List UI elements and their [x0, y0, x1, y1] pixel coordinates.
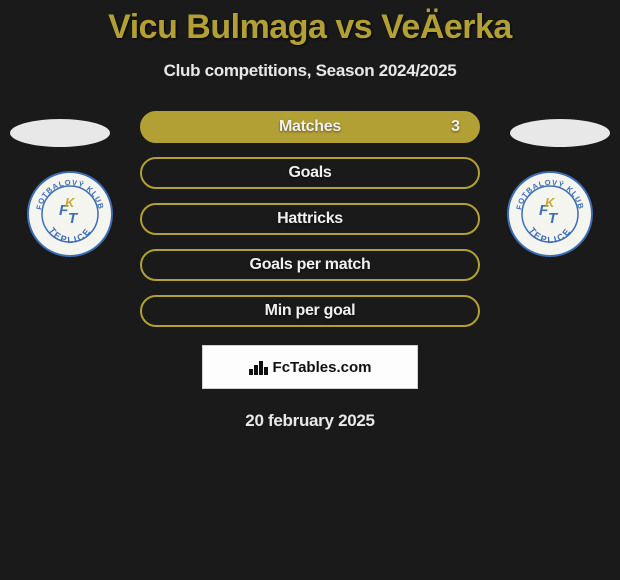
stat-row-matches: Matches 3 [140, 111, 480, 143]
stat-row-hattricks: Hattricks [140, 203, 480, 235]
svg-text:K: K [545, 195, 556, 210]
stat-label: Min per goal [265, 302, 356, 320]
brand-label: FcTables.com [249, 359, 372, 376]
stat-label: Goals per match [250, 256, 371, 274]
comparison-area: FOTBALOVÝ KLUB TEPLICE F T K FOTBALOVÝ K… [0, 111, 620, 431]
stats-rows: Matches 3 Goals Hattricks Goals per matc… [140, 111, 480, 327]
stat-row-goals-per-match: Goals per match [140, 249, 480, 281]
svg-text:K: K [65, 195, 76, 210]
page-subtitle: Club competitions, Season 2024/2025 [0, 61, 620, 81]
page-title: Vicu Bulmaga vs VeÄerka [0, 0, 620, 47]
teplice-badge-icon: FOTBALOVÝ KLUB TEPLICE F T K [507, 171, 593, 257]
stat-label: Hattricks [277, 210, 343, 228]
bars-icon [249, 359, 269, 375]
club-badge-left: FOTBALOVÝ KLUB TEPLICE F T K [27, 171, 113, 257]
stat-label: Goals [289, 164, 332, 182]
player-left-silhouette [10, 119, 110, 147]
brand-box: FcTables.com [202, 345, 418, 389]
stat-value-right: 3 [451, 118, 460, 136]
club-badge-right: FOTBALOVÝ KLUB TEPLICE F T K [507, 171, 593, 257]
teplice-badge-icon: FOTBALOVÝ KLUB TEPLICE F T K [27, 171, 113, 257]
player-right-silhouette [510, 119, 610, 147]
stat-label: Matches [279, 118, 341, 136]
stat-row-goals: Goals [140, 157, 480, 189]
brand-text: FcTables.com [273, 359, 372, 376]
stat-row-min-per-goal: Min per goal [140, 295, 480, 327]
date-label: 20 february 2025 [0, 411, 620, 431]
